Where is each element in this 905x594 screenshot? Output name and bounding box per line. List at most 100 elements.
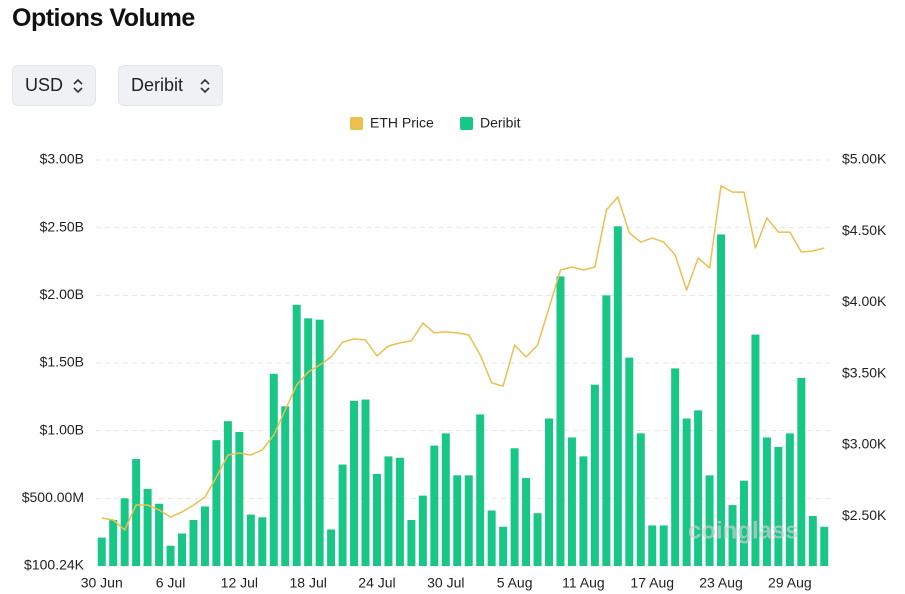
chevron <box>73 78 83 94</box>
bar <box>762 437 771 566</box>
exchange-select[interactable]: Deribit <box>118 65 223 106</box>
bar <box>361 399 370 566</box>
bar <box>212 440 221 566</box>
bar <box>464 475 473 566</box>
bar <box>246 514 255 566</box>
bar <box>200 506 209 566</box>
bar <box>315 319 324 566</box>
y2-tick-label: $2.50K <box>842 507 887 523</box>
bar <box>120 498 129 566</box>
x-tick-label: 23 Aug <box>699 575 743 591</box>
bar <box>797 377 806 566</box>
y-tick-label: $2.50B <box>40 218 84 234</box>
bar <box>636 433 645 566</box>
x-tick-label: 12 Jul <box>221 575 258 591</box>
x-tick-label: 6 Jul <box>156 575 186 591</box>
y-tick-label: $100.24K <box>24 557 85 573</box>
bar <box>166 545 175 566</box>
bar <box>579 456 588 566</box>
y-tick-label: $2.00B <box>40 286 84 302</box>
bar <box>430 445 439 566</box>
currency-select[interactable]: USD <box>12 65 96 106</box>
bar <box>97 537 106 566</box>
y2-tick-label: $3.50K <box>842 364 887 380</box>
bar <box>304 318 313 566</box>
x-tick-label: 24 Jul <box>358 575 395 591</box>
bar <box>545 418 554 566</box>
bar <box>510 448 519 566</box>
bar <box>372 473 381 566</box>
bar <box>613 226 622 566</box>
bar <box>774 446 783 566</box>
bar <box>487 510 496 566</box>
x-tick-label: 11 Aug <box>562 575 605 591</box>
bar <box>453 475 462 566</box>
bar <box>476 414 485 566</box>
bar <box>671 368 680 566</box>
bar <box>625 357 634 566</box>
bar <box>143 488 152 566</box>
y-tick-label: $1.00B <box>40 421 84 437</box>
bar <box>648 525 657 566</box>
chevron <box>200 78 210 94</box>
x-tick-label: 18 Jul <box>289 575 326 591</box>
bar <box>567 437 576 566</box>
bar <box>281 406 290 566</box>
bar <box>694 410 703 566</box>
bar <box>350 400 359 566</box>
x-tick-label: 17 Aug <box>630 575 674 591</box>
x-tick-label: 5 Aug <box>497 575 533 591</box>
bar <box>338 464 347 566</box>
page-title: Options Volume <box>12 4 195 32</box>
y2-tick-label: $3.00K <box>842 436 887 452</box>
bar <box>189 519 198 566</box>
legend-label: ETH Price <box>370 115 434 131</box>
bar <box>327 529 336 566</box>
bar <box>602 295 611 566</box>
bar <box>785 433 794 566</box>
bar <box>556 276 565 566</box>
x-tick-label: 29 Aug <box>768 575 812 591</box>
watermark: coinglass <box>688 517 799 544</box>
bar <box>155 503 164 566</box>
select-label: Deribit <box>131 75 184 95</box>
bar <box>235 432 244 566</box>
y-tick-label: $500.00M <box>22 489 84 505</box>
bar <box>418 495 427 566</box>
bar <box>441 433 450 566</box>
bar <box>522 478 531 566</box>
legend-swatch <box>460 117 473 130</box>
bar <box>132 459 141 566</box>
bar <box>590 384 599 566</box>
bar <box>751 334 760 566</box>
bar <box>739 480 748 566</box>
bar <box>808 515 817 566</box>
bar <box>109 519 118 566</box>
bar <box>717 234 726 566</box>
price-line <box>101 185 825 531</box>
y2-tick-label: $4.00K <box>842 293 887 309</box>
select-label: USD <box>25 75 64 95</box>
bar <box>292 304 301 566</box>
bar <box>820 526 829 566</box>
y2-tick-label: $4.50K <box>842 222 887 238</box>
bar <box>728 505 737 566</box>
bar <box>533 513 542 566</box>
y-tick-label: $3.00B <box>40 151 84 167</box>
bar <box>659 525 668 566</box>
bar <box>395 457 404 566</box>
bar <box>499 526 508 566</box>
legend-swatch <box>350 117 363 130</box>
y-tick-label: $1.50B <box>40 354 84 370</box>
bar <box>258 517 267 566</box>
bar <box>682 418 691 566</box>
x-tick-label: 30 Jun <box>81 575 123 591</box>
bar <box>407 519 416 566</box>
bar <box>178 533 187 566</box>
y2-tick-label: $5.00K <box>842 151 887 167</box>
x-tick-label: 30 Jul <box>427 575 464 591</box>
legend-label: Deribit <box>480 115 521 131</box>
bar <box>269 373 278 566</box>
